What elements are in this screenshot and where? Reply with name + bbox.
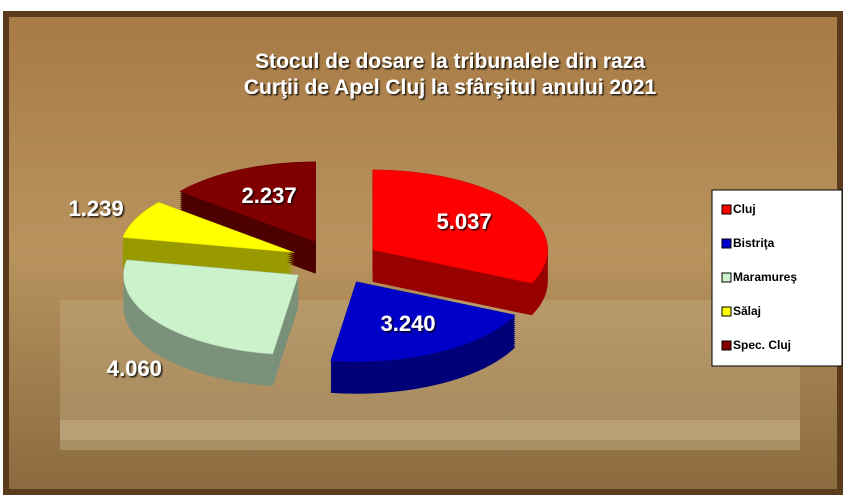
legend-swatch xyxy=(721,272,732,283)
data-label: 1.239 xyxy=(69,196,124,221)
data-label: 3.240 xyxy=(380,311,435,336)
legend-label: Cluj xyxy=(733,202,756,216)
legend-label: Maramureş xyxy=(733,270,797,284)
data-label: 2.237 xyxy=(242,183,297,208)
slice-top xyxy=(330,281,516,362)
legend-label: Sălaj xyxy=(733,304,761,318)
pie-slice xyxy=(372,169,548,316)
chart-title: Curţii de Apel Cluj la sfârşitul anului … xyxy=(244,76,657,99)
legend-swatch xyxy=(721,340,732,351)
legend-swatch xyxy=(721,238,732,249)
chart-title: Stocul de dosare la tribunalele din raza xyxy=(255,50,645,73)
background-balustrade xyxy=(60,420,800,450)
pie-slice xyxy=(179,161,316,274)
pie-slice xyxy=(330,281,516,394)
data-label: 4.060 xyxy=(107,356,162,381)
legend-swatch xyxy=(721,204,732,215)
data-label: 5.037 xyxy=(437,209,492,234)
legend-box xyxy=(711,189,843,367)
slice-top xyxy=(123,259,299,355)
slice-top xyxy=(179,161,316,243)
slice-top xyxy=(372,169,548,284)
legend-label: Spec. Cluj xyxy=(733,338,791,352)
legend-label: Bistriţa xyxy=(733,236,775,250)
pie-slice xyxy=(123,259,299,387)
legend-swatch xyxy=(721,306,732,317)
slice-top xyxy=(122,201,295,253)
